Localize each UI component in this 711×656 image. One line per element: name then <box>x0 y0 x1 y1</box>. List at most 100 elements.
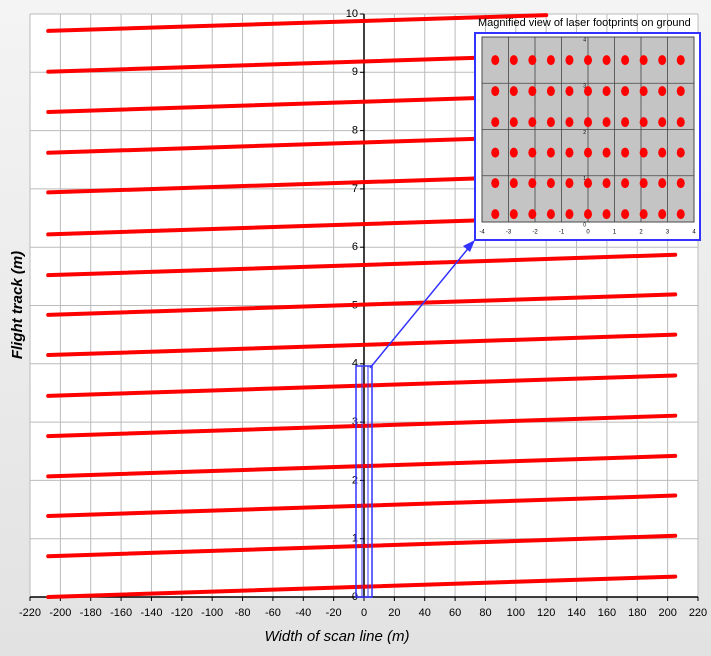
x-tick-label: 220 <box>689 607 707 619</box>
inset-x-tick-label: -1 <box>559 230 565 236</box>
footprint <box>639 117 648 128</box>
footprint <box>528 178 537 189</box>
y-tick-label: 7 <box>352 183 358 195</box>
footprint <box>565 86 574 97</box>
x-tick-label: -80 <box>235 607 251 619</box>
y-tick-label: 6 <box>352 241 358 253</box>
footprint <box>491 209 500 220</box>
footprint <box>491 117 500 128</box>
footprint <box>565 178 574 189</box>
inset-y-tick-label: 2 <box>583 130 586 136</box>
inset-x-tick-label: 4 <box>692 230 696 236</box>
x-tick-label: 0 <box>361 607 367 619</box>
y-tick-label: 8 <box>352 125 358 137</box>
inset-plot: -4 -3 -2 -1 0 1 2 3 4 0 1 2 3 4 <box>474 32 701 241</box>
footprint <box>528 147 537 158</box>
footprint <box>509 178 518 189</box>
footprint <box>621 86 630 97</box>
footprint <box>639 147 648 158</box>
footprint <box>676 55 685 66</box>
x-tick-label: 40 <box>419 607 431 619</box>
inset-y-tick-label: 0 <box>583 222 586 228</box>
footprint <box>621 55 630 66</box>
footprint <box>509 55 518 66</box>
footprint <box>658 209 667 220</box>
inset-x-tick-label: -3 <box>506 230 512 236</box>
footprint <box>658 117 667 128</box>
footprint <box>528 209 537 220</box>
footprint <box>491 55 500 66</box>
footprint <box>621 209 630 220</box>
footprint <box>621 147 630 158</box>
footprint <box>658 147 667 158</box>
x-tick-label: 20 <box>388 607 400 619</box>
x-tick-label: -180 <box>80 607 102 619</box>
footprint <box>658 178 667 189</box>
footprint <box>639 55 648 66</box>
inset-x-tick-label: -2 <box>532 230 538 236</box>
y-tick-label: 4 <box>352 358 358 370</box>
footprint <box>509 86 518 97</box>
scan-line <box>46 13 549 33</box>
footprint <box>584 86 592 97</box>
y-tick-label: 2 <box>352 474 358 486</box>
footprint <box>602 178 611 189</box>
inset-x-tick-label: 0 <box>586 230 590 236</box>
footprint <box>509 209 518 220</box>
y-tick-label: 9 <box>352 66 358 78</box>
footprint <box>565 209 574 220</box>
footprint <box>491 147 500 158</box>
footprint <box>676 209 685 220</box>
footprint <box>546 209 555 220</box>
x-axis-label: Width of scan line (m) <box>265 628 410 645</box>
footprint <box>509 117 518 128</box>
footprint <box>546 117 555 128</box>
footprint <box>584 117 592 128</box>
footprint <box>621 178 630 189</box>
inset-x-tick-label: 1 <box>613 230 617 236</box>
x-tick-label: 160 <box>598 607 616 619</box>
arrow-line <box>369 244 472 369</box>
arrow-head <box>463 240 475 252</box>
footprint <box>602 209 611 220</box>
scan-line <box>46 252 678 278</box>
footprint <box>676 86 685 97</box>
inset-x-tick-label: -4 <box>479 230 485 236</box>
x-tick-label: -220 <box>19 607 41 619</box>
inset-y-tick-label: 1 <box>583 176 586 182</box>
footprint <box>584 178 592 189</box>
x-tick-label: 180 <box>628 607 646 619</box>
x-tick-label: -100 <box>201 607 223 619</box>
footprint <box>546 147 555 158</box>
footprint <box>639 178 648 189</box>
inset-x-tick-label: 3 <box>666 230 670 236</box>
x-tick-label: 100 <box>507 607 525 619</box>
scan-line <box>46 292 678 317</box>
inset-y-tick-label: 3 <box>583 84 586 90</box>
y-tick-label: 10 <box>346 8 358 20</box>
footprint <box>509 147 518 158</box>
footprint <box>621 117 630 128</box>
x-tick-label: -200 <box>49 607 71 619</box>
footprint <box>602 55 611 66</box>
footprint <box>584 55 592 66</box>
x-tick-label: 200 <box>658 607 676 619</box>
footprint <box>639 86 648 97</box>
x-tick-label: 60 <box>449 607 461 619</box>
footprint <box>602 147 611 158</box>
footprint <box>491 178 500 189</box>
footprint <box>546 178 555 189</box>
inset-x-tick-label: 2 <box>639 230 643 236</box>
highlight-box-inner <box>361 365 369 598</box>
footprint <box>602 117 611 128</box>
footprint <box>658 86 667 97</box>
y-axis-label: Flight track (m) <box>9 251 26 359</box>
x-tick-label: -40 <box>295 607 311 619</box>
footprint <box>546 86 555 97</box>
x-tick-label: -160 <box>110 607 132 619</box>
x-tick-label: -60 <box>265 607 281 619</box>
x-tick-label: -140 <box>140 607 162 619</box>
footprint <box>491 86 500 97</box>
x-tick-label: -120 <box>171 607 193 619</box>
